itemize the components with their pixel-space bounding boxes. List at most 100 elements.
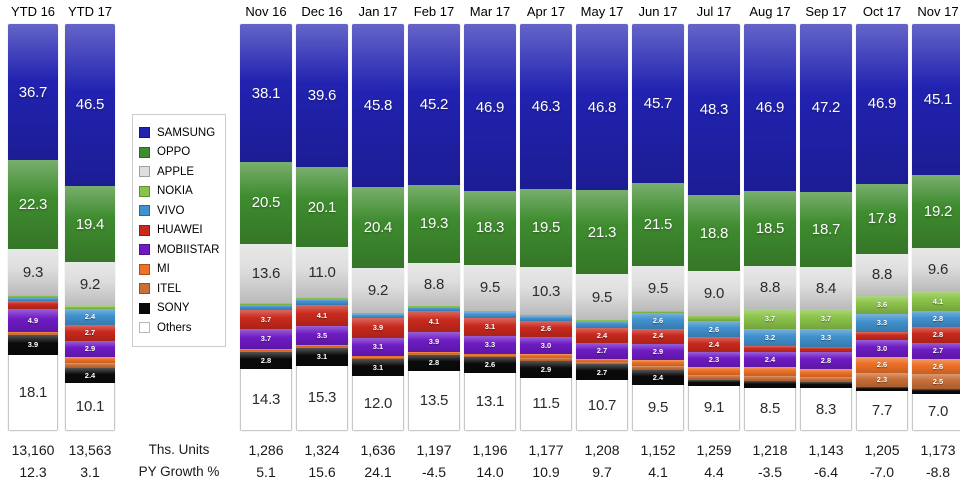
segment-mobiistar: 2.9 bbox=[65, 340, 115, 358]
segment-value-mobiistar: 3.1 bbox=[372, 342, 384, 352]
segment-nokia bbox=[688, 315, 740, 322]
segment-value-vivo: 2.4 bbox=[84, 312, 96, 322]
growth-value: 9.7 bbox=[592, 464, 612, 480]
segment-mobiistar: 3.1 bbox=[352, 338, 404, 356]
segment-samsung: 38.1 bbox=[240, 24, 292, 163]
segment-sony bbox=[856, 387, 908, 392]
segment-value-samsung: 46.8 bbox=[587, 98, 617, 116]
segment-samsung: 45.2 bbox=[408, 24, 460, 186]
legend-item-apple: APPLE bbox=[139, 162, 219, 182]
growth-value: 10.9 bbox=[532, 464, 560, 480]
segment-oppo: 18.3 bbox=[464, 190, 516, 265]
units-row-label: Ths. Units bbox=[148, 442, 210, 457]
bar-jan-17: 45.8 20.4 9.2 3.9 3.1 3.1 12.0 bbox=[352, 24, 404, 431]
segment-value-samsung: 45.7 bbox=[643, 95, 673, 113]
segment-value-oppo: 21.5 bbox=[643, 216, 673, 234]
segment-value-samsung: 38.1 bbox=[251, 84, 281, 102]
column-header-may-17: May 17 bbox=[580, 4, 624, 19]
segment-value-apple: 9.0 bbox=[703, 284, 725, 302]
segment-huawei: 2.8 bbox=[912, 327, 960, 344]
segment-value-mobiistar: 3.9 bbox=[428, 337, 440, 347]
segment-sony: 2.8 bbox=[408, 354, 460, 372]
column-header-nov-16: Nov 16 bbox=[245, 4, 287, 19]
segment-value-huawei: 4.1 bbox=[428, 316, 440, 326]
segment-value-mi: 2.6 bbox=[876, 360, 888, 370]
segment-value-apple: 9.5 bbox=[479, 279, 501, 297]
legend-swatch-mobiistar-icon bbox=[139, 244, 150, 256]
legend-swatch-huawei-icon bbox=[139, 224, 150, 236]
segment-value-samsung: 46.9 bbox=[867, 95, 897, 113]
segment-vivo bbox=[408, 307, 460, 312]
segment-value-nokia: 4.1 bbox=[932, 296, 944, 306]
units-value: 1,152 bbox=[640, 442, 676, 458]
segment-vivo: 3.3 bbox=[856, 314, 908, 333]
column-footer-apr-17: 1,177 10.9 bbox=[520, 439, 572, 483]
segment-value-huawei: 2.7 bbox=[84, 327, 96, 337]
segment-sony: 2.8 bbox=[240, 352, 292, 369]
segment-apple: 8.8 bbox=[408, 262, 460, 307]
bar-ytd-17: 46.5 19.4 9.2 2.4 2.7 2.9 2.4 10.1 bbox=[65, 24, 115, 431]
segment-others: 10.1 bbox=[65, 383, 115, 431]
segment-oppo: 19.2 bbox=[912, 174, 960, 248]
segment-others: 10.7 bbox=[576, 380, 628, 431]
segment-value-sony: 2.4 bbox=[652, 372, 664, 382]
segment-others: 8.3 bbox=[800, 388, 852, 431]
segment-sony bbox=[912, 389, 960, 394]
segment-value-huawei: 2.4 bbox=[708, 340, 720, 350]
segment-vivo bbox=[8, 298, 58, 302]
legend-swatch-vivo-icon bbox=[139, 205, 150, 217]
segment-value-others: 10.7 bbox=[587, 396, 617, 414]
segment-sony bbox=[744, 381, 796, 388]
bar-jun-17: 45.7 21.5 9.5 2.6 2.4 2.9 2.4 9.5 bbox=[632, 24, 684, 431]
segment-vivo: 2.6 bbox=[688, 321, 740, 338]
segment-nokia bbox=[464, 310, 516, 312]
column-header-aug-17: Aug 17 bbox=[749, 4, 791, 19]
segment-sony: 2.4 bbox=[632, 369, 684, 385]
segment-nokia bbox=[65, 306, 115, 310]
units-value: 1,205 bbox=[864, 442, 900, 458]
segment-others: 7.7 bbox=[856, 391, 908, 431]
column-sep-17: Sep 17 47.2 18.7 8.4 3.7 3.3 2.8 8.3 1,143 -6.4 bbox=[800, 4, 852, 483]
segment-others: 15.3 bbox=[296, 365, 348, 431]
segment-mobiistar: 2.8 bbox=[800, 352, 852, 369]
growth-value: 4.1 bbox=[648, 464, 668, 480]
segment-value-sony: 3.1 bbox=[316, 352, 328, 362]
segment-mi bbox=[352, 355, 404, 358]
column-footer-jun-17: 1,152 4.1 bbox=[632, 439, 684, 483]
segment-mi bbox=[408, 352, 460, 354]
segment-value-samsung: 46.9 bbox=[475, 98, 505, 116]
segment-value-others: 15.3 bbox=[307, 389, 337, 407]
column-feb-17: Feb 17 45.2 19.3 8.8 4.1 3.9 2.8 13.5 1,197 -4.5 bbox=[408, 4, 460, 483]
segment-value-oppo: 19.4 bbox=[75, 215, 105, 233]
footer-row-labels: Ths. Units PY Growth % bbox=[122, 439, 236, 483]
column-header-jan-17: Jan 17 bbox=[358, 4, 398, 19]
segment-samsung: 46.9 bbox=[856, 24, 908, 184]
segment-mobiistar: 2.7 bbox=[576, 343, 628, 360]
legend-swatch-apple-icon bbox=[139, 166, 150, 178]
legend-label-apple: APPLE bbox=[157, 165, 195, 178]
segment-oppo: 18.7 bbox=[800, 191, 852, 268]
segment-apple: 9.5 bbox=[464, 264, 516, 311]
segment-value-others: 9.5 bbox=[647, 398, 669, 416]
growth-value: -4.5 bbox=[421, 464, 447, 480]
segment-huawei: 4.1 bbox=[296, 305, 348, 326]
bar-aug-17: 46.9 18.5 8.8 3.7 3.2 2.4 8.5 bbox=[744, 24, 796, 431]
column-footer-nov-16: 1,286 5.1 bbox=[240, 439, 292, 483]
segment-apple: 9.2 bbox=[65, 262, 115, 307]
segment-value-vivo: 2.6 bbox=[708, 324, 720, 334]
segment-mobiistar: 4.9 bbox=[8, 308, 58, 333]
segment-mi bbox=[520, 354, 572, 359]
growth-value: 12.3 bbox=[19, 464, 47, 480]
segment-vivo bbox=[352, 313, 404, 319]
segment-value-itel: 2.5 bbox=[932, 376, 944, 386]
segment-huawei: 2.4 bbox=[576, 327, 628, 344]
column-footer-jan-17: 1,636 24.1 bbox=[352, 439, 404, 483]
bar-mar-17: 46.9 18.3 9.5 3.1 3.3 2.6 13.1 bbox=[464, 24, 516, 431]
legend-item-samsung: SAMSUNG bbox=[139, 123, 219, 143]
segment-mi bbox=[240, 348, 292, 351]
segment-itel bbox=[744, 375, 796, 382]
segment-samsung: 39.6 bbox=[296, 24, 348, 168]
segment-value-mobiistar: 2.4 bbox=[764, 354, 776, 364]
growth-value: 3.1 bbox=[80, 464, 100, 480]
column-nov-17: Nov 17 45.1 19.2 9.6 4.1 2.8 2.8 2.7 2.6 2.5 7.0 1,… bbox=[912, 4, 960, 483]
